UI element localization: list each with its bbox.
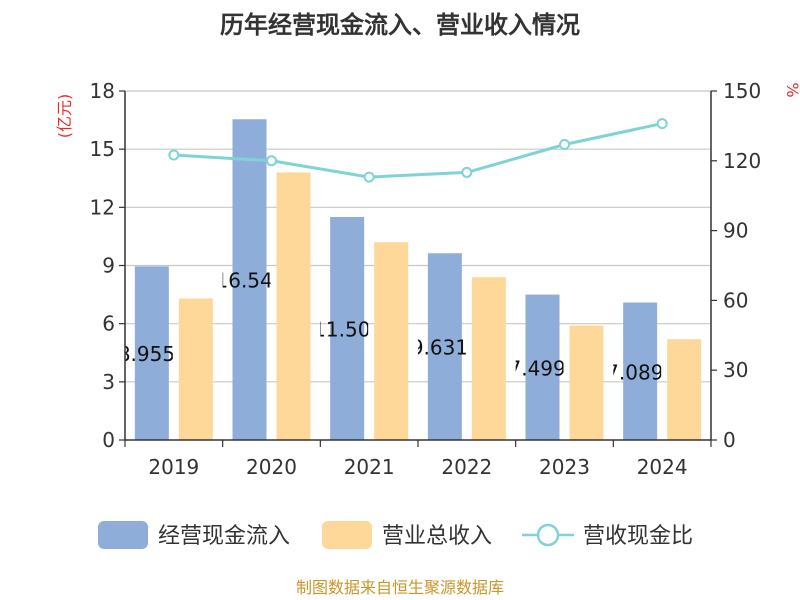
legend-swatch-cash-inflow [98,521,148,549]
legend-label-revenue: 营业总收入 [382,524,492,549]
ratio-point [559,139,570,151]
y-left-tick-label: 9 [102,254,115,278]
data-label: 8.955 [118,342,175,366]
y-left-axis-label: (亿元) [55,94,74,139]
grid-lines [125,90,711,383]
y-right-tick-label: 90 [723,219,748,243]
bar-revenue [471,277,506,440]
bar-revenue [178,298,213,440]
y-left-tick-label: 12 [90,195,115,219]
bar-cash-inflow [232,119,267,441]
legend-label-ratio: 营收现金比 [583,524,693,549]
x-tick-label: 2020 [246,455,297,479]
y-left-tick-label: 18 [90,79,115,103]
axes: 0 3 6 9 12 15 18 0 30 60 90 120 150 2019 2020 2021 2022 2… [90,79,762,479]
y-left-tick-label: 6 [102,312,115,336]
ratio-point [168,149,180,161]
ratio-point [266,155,277,167]
x-tick-label: 2024 [637,455,688,479]
y-right-tick-label: 0 [723,428,736,452]
ratio-point [461,166,473,178]
x-tick-label: 2022 [441,455,492,479]
y-right-tick-label: 120 [723,149,761,173]
bar-cash-inflow [134,266,169,440]
y-right-tick-label: 30 [723,358,748,382]
x-tick-label: 2023 [539,455,590,479]
chart-title: 历年经营现金流入、营业收入情况 [220,11,580,39]
bar-revenue [667,339,702,440]
y-right-tick-label: 150 [723,79,761,103]
bar-revenue [276,172,311,440]
y-left-tick-label: 0 [102,428,115,452]
data-label: 7.089 [606,360,663,384]
ratio-line [173,122,663,179]
source-note: 制图数据来自恒生聚源数据库 [296,578,504,597]
bar-revenue [374,242,409,440]
data-label: 16.543 [216,269,286,293]
bar-cash-inflow [623,302,658,440]
legend-item-revenue[interactable]: 营业总收入 [322,521,492,549]
legend-item-ratio[interactable]: 营收现金比 [522,523,693,549]
bar-cash-inflow [330,216,365,440]
x-tick-label: 2021 [344,455,395,479]
x-tick-label: 2019 [148,455,199,479]
ratio-point [656,118,668,130]
line-series [168,118,668,183]
bar-revenue [569,325,604,440]
legend: 经营现金流入 营业总收入 营收现金比 [98,521,693,549]
bar-cash-inflow [525,294,560,440]
legend-label-cash-inflow: 经营现金流入 [158,524,290,549]
bar-cash-inflow [427,253,462,440]
y-left-tick-label: 15 [90,137,115,161]
data-labels: 8.955 16.543 11.504 9.631 7.499 7.089 [118,269,663,385]
data-label: 9.631 [411,336,468,360]
legend-swatch-revenue [322,521,372,549]
data-label: 11.504 [313,317,383,341]
y-left-tick-label: 3 [102,370,115,394]
bar-series [134,119,702,441]
y-right-axis-label: % [783,82,800,97]
y-right-tick-label: 60 [723,288,748,312]
legend-marker-ratio [536,523,560,547]
ratio-point [363,171,375,183]
data-label: 7.499 [509,356,566,380]
legend-item-cash-inflow[interactable]: 经营现金流入 [98,521,290,549]
